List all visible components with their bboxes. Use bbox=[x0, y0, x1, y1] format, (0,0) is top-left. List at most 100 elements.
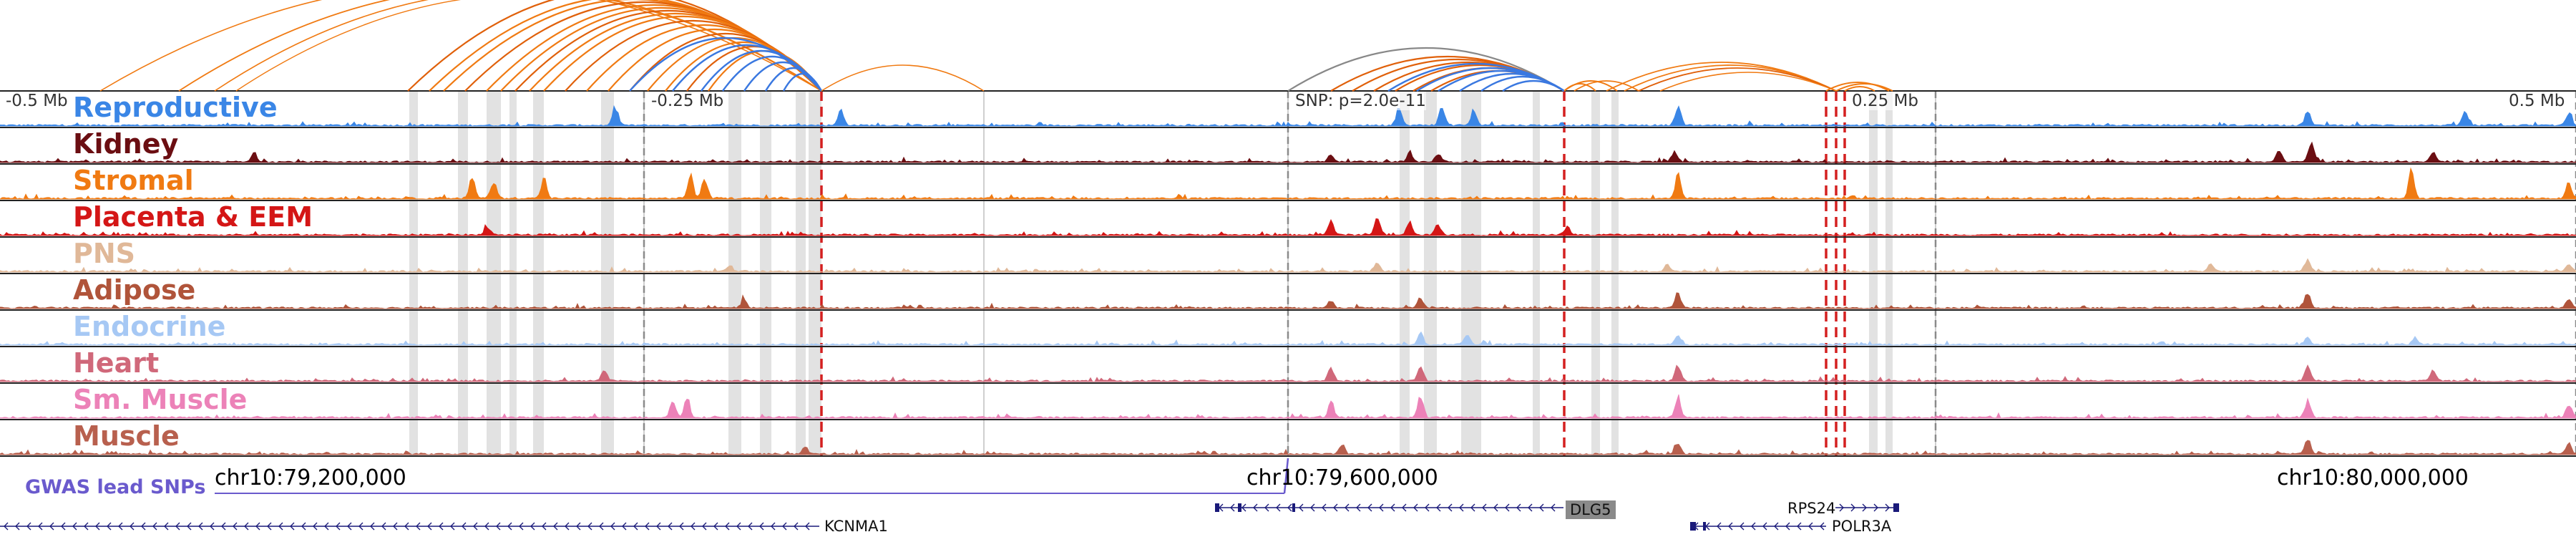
gene-dlg5-exon bbox=[1238, 503, 1241, 512]
coordinate-label-79-6m: chr10:79,600,000 bbox=[1246, 465, 1438, 490]
track-label-pns: PNS bbox=[73, 238, 136, 269]
interaction-loop bbox=[1835, 83, 1893, 92]
gene-kcnma1-arrow bbox=[507, 522, 512, 531]
gene-dlg5-arrow bbox=[1253, 503, 1258, 512]
gene-dlg5-arrow bbox=[1436, 503, 1441, 512]
gene-kcnma1-arrow bbox=[759, 522, 764, 531]
gene-kcnma1-arrow bbox=[84, 522, 89, 531]
gene-dlg5-arrow bbox=[1287, 503, 1292, 512]
gene-kcnma1-arrow bbox=[107, 522, 112, 531]
snp-pvalue-label: SNP: p=2.0e-11 bbox=[1295, 92, 1426, 110]
gene-polr3a-arrow bbox=[1740, 522, 1745, 531]
gene-kcnma1-arrow bbox=[130, 522, 135, 531]
gene-polr3a-exon bbox=[1703, 522, 1706, 531]
gene-kcnma1-arrow bbox=[38, 522, 43, 531]
interaction-loop bbox=[1659, 72, 1837, 92]
gwas-lead-snp-mark bbox=[1283, 458, 1289, 494]
gene-kcnma1-arrow bbox=[255, 522, 260, 531]
gene-dlg5-arrow bbox=[1390, 503, 1395, 512]
gene-kcnma1-arrow bbox=[633, 522, 638, 531]
gene-kcnma1-arrow bbox=[72, 522, 77, 531]
gene-kcnma1-arrow bbox=[324, 522, 329, 531]
gene-dlg5-arrow bbox=[1528, 503, 1533, 512]
gene-kcnma1-arrow bbox=[393, 522, 398, 531]
gene-kcnma1-arrow bbox=[484, 522, 489, 531]
gene-kcnma1-arrow bbox=[553, 522, 558, 531]
interaction-loop bbox=[1844, 86, 1875, 92]
gene-kcnma1-arrow bbox=[336, 522, 341, 531]
gene-label-polr3a: POLR3A bbox=[1832, 518, 1892, 535]
gene-dlg5-arrow bbox=[1470, 503, 1475, 512]
gene-rps24-arrow bbox=[1885, 503, 1890, 512]
gene-polr3a-arrow bbox=[1774, 522, 1779, 531]
gene-polr3a-arrow bbox=[1797, 522, 1802, 531]
gene-polr3a-arrow bbox=[1820, 522, 1825, 531]
gene-dlg5-arrow bbox=[1333, 503, 1338, 512]
gene-label-kcnma1: KCNMA1 bbox=[824, 518, 888, 535]
gene-polr3a-arrow bbox=[1728, 522, 1733, 531]
position-marker-plus-0-25: 0.25 Mb bbox=[1852, 92, 1918, 110]
gene-kcnma1-arrow bbox=[233, 522, 238, 531]
gene-kcnma1-arrow bbox=[530, 522, 535, 531]
gene-rps24-arrow bbox=[1839, 503, 1844, 512]
track-signal bbox=[0, 218, 2576, 236]
gene-label-dlg5: DLG5 bbox=[1566, 500, 1616, 519]
gene-dlg5-arrow bbox=[1356, 503, 1361, 512]
gene-dlg5-arrow bbox=[1345, 503, 1350, 512]
gene-polr3a-arrow bbox=[1762, 522, 1767, 531]
gene-dlg5-arrow bbox=[1299, 503, 1304, 512]
gene-kcnma1-arrow bbox=[679, 522, 684, 531]
interaction-loop bbox=[1638, 67, 1837, 92]
gene-kcnma1-arrow bbox=[610, 522, 615, 531]
coordinate-label-80-0m: chr10:80,000,000 bbox=[2277, 465, 2469, 490]
gene-polr3a-arrow bbox=[1751, 522, 1756, 531]
gene-rps24-exon bbox=[1893, 503, 1899, 512]
gene-kcnma1-arrow bbox=[404, 522, 409, 531]
gene-kcnma1-arrow bbox=[725, 522, 730, 531]
track-label-stromal: Stromal bbox=[73, 165, 194, 196]
gene-kcnma1-arrow bbox=[587, 522, 592, 531]
gene-kcnma1-arrow bbox=[95, 522, 100, 531]
gene-polr3a-arrow bbox=[1785, 522, 1790, 531]
track-signal bbox=[0, 331, 2576, 346]
gene-kcnma1-arrow bbox=[358, 522, 364, 531]
gene-dlg5-exon bbox=[1292, 503, 1295, 512]
position-marker-minus-0-25: -0.25 Mb bbox=[651, 92, 724, 110]
gene-kcnma1-arrow bbox=[301, 522, 306, 531]
gene-kcnma1-arrow bbox=[794, 522, 799, 531]
gene-kcnma1-arrow bbox=[542, 522, 547, 531]
interaction-loop bbox=[1563, 80, 1618, 92]
track-signal bbox=[0, 141, 2576, 163]
gene-kcnma1-arrow bbox=[713, 522, 718, 531]
track-signal bbox=[0, 258, 2576, 273]
gene-kcnma1-arrow bbox=[576, 522, 581, 531]
gene-kcnma1-arrow bbox=[152, 522, 157, 531]
track-label-sm-muscle: Sm. Muscle bbox=[73, 384, 248, 415]
gene-kcnma1-arrow bbox=[565, 522, 570, 531]
gene-label-rps24: RPS24 bbox=[1787, 500, 1836, 517]
interaction-loop bbox=[1287, 47, 1565, 92]
gene-dlg5-arrow bbox=[1322, 503, 1327, 512]
track-signal bbox=[0, 394, 2576, 419]
gwas-track-label: GWAS lead SNPs bbox=[25, 476, 206, 498]
gene-kcnma1-arrow bbox=[175, 522, 180, 531]
gene-kcnma1-arrow bbox=[599, 522, 604, 531]
gene-kcnma1-arrow bbox=[278, 522, 283, 531]
gene-kcnma1-arrow bbox=[782, 522, 787, 531]
gene-kcnma1-arrow bbox=[347, 522, 352, 531]
gene-kcnma1-arrow bbox=[381, 522, 386, 531]
gene-kcnma1-arrow bbox=[164, 522, 169, 531]
gene-dlg5-arrow bbox=[1551, 503, 1556, 512]
gene-dlg5-arrow bbox=[1459, 503, 1464, 512]
track-label-muscle: Muscle bbox=[73, 420, 180, 452]
gene-kcnma1-arrow bbox=[15, 522, 20, 531]
track-label-reproductive: Reproductive bbox=[73, 92, 278, 123]
gene-kcnma1-arrow bbox=[61, 522, 66, 531]
gene-kcnma1-arrow bbox=[244, 522, 249, 531]
gene-kcnma1-arrow bbox=[198, 522, 203, 531]
interaction-loop bbox=[782, 72, 823, 92]
gene-kcnma1-arrow bbox=[4, 522, 9, 531]
gene-kcnma1-arrow bbox=[267, 522, 272, 531]
gene-kcnma1-arrow bbox=[473, 522, 478, 531]
